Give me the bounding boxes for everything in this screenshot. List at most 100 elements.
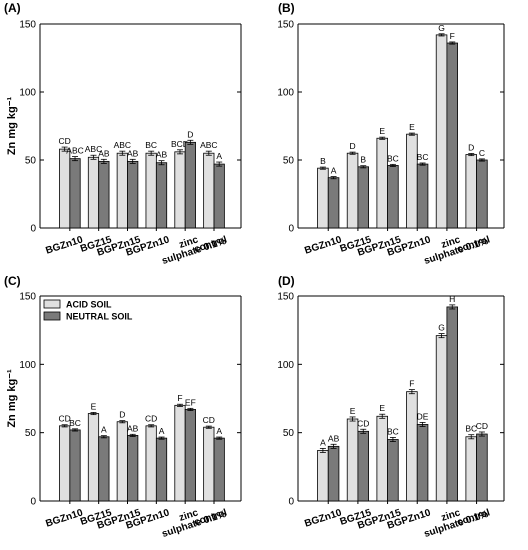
y-tick-label: 150 [19,20,36,31]
significance-label: CD [59,136,71,146]
y-tick-label: 50 [283,156,295,167]
significance-label: BC [145,140,157,150]
bar [69,158,81,229]
bar [174,151,186,229]
y-tick-label: 100 [277,88,294,99]
panel-2: (C)Zn mg kg⁻¹050100150CDBCBGZn10EABGZ15D… [4,274,242,540]
x-tick-label: control [456,507,492,528]
bar [416,163,429,229]
bar [127,434,139,502]
y-tick-label: 100 [19,88,36,99]
significance-label: E [379,403,385,413]
bar [213,163,225,229]
significance-label: AB [98,148,110,158]
bar [87,156,100,229]
significance-label: AB [127,148,139,158]
legend-swatch [43,311,61,321]
significance-label: BC [387,426,399,436]
bar [406,391,418,502]
bar [476,159,488,229]
bar [476,433,488,502]
significance-label: BC [465,424,477,434]
significance-label: CD [203,415,215,425]
significance-label: ABC [85,144,102,154]
significance-label: ABC [200,140,217,150]
significance-label: E [350,406,356,416]
bar [59,148,71,229]
bar [184,141,196,229]
bar [376,137,388,229]
panel-label: (C) [4,274,21,288]
significance-label: AB [328,433,340,443]
y-tick-label: 0 [30,224,36,235]
y-tick-label: 50 [25,156,37,167]
panel-1: (B)050100150BABGZn10DBBGZ15EBCBGPZn15EBC… [277,1,505,267]
bar [406,133,418,229]
y-tick-label: 150 [277,292,294,303]
y-tick-label: 50 [283,428,295,439]
bar [213,437,225,502]
bar [387,165,399,229]
significance-label: E [379,126,385,136]
significance-label: ABC [114,140,131,150]
bar [174,404,186,502]
significance-label: D [187,129,193,139]
legend-swatch [43,299,61,309]
bar [357,430,369,502]
y-tick-label: 100 [277,360,294,371]
bar [435,34,448,229]
bar [116,421,128,502]
bar [116,152,128,229]
y-axis-label: Zn mg kg⁻¹ [6,369,18,428]
significance-label: A [320,437,326,447]
significance-label: A [216,151,222,161]
significance-label: CD [357,418,369,428]
significance-label: ABC [66,146,83,156]
x-tick-label: control [193,507,229,528]
significance-label: AB [127,423,139,433]
y-tick-label: 150 [19,292,36,303]
bar [465,154,477,229]
y-tick-label: 50 [25,428,37,439]
significance-label: AB [156,150,168,160]
bar [435,335,448,502]
significance-label: A [101,425,107,435]
significance-label: CD [59,414,71,424]
bar [127,160,139,229]
significance-label: CD [145,414,157,424]
x-tick-label: BGZn10 [303,507,343,529]
bar [346,418,359,502]
bar [69,429,81,502]
panel-0: (A)Zn mg kg⁻¹050100150CDABCBGZn10ABCABBG… [4,1,242,267]
legend-entry: ACID SOIL [66,300,112,310]
significance-label: DE [417,411,429,421]
x-tick-label: control [456,234,492,255]
significance-label: F [409,379,414,389]
significance-label: A [216,426,222,436]
legend-entry: NEUTRAL SOIL [66,312,133,322]
panel-label: (A) [4,1,21,15]
bar [59,425,71,502]
significance-label: D [349,141,355,151]
bar [98,436,110,502]
y-tick-label: 0 [30,497,36,508]
panel-label: (D) [278,274,295,288]
y-tick-label: 0 [288,497,294,508]
significance-label: BC [417,152,429,162]
x-tick-label: BGZn10 [303,234,343,256]
bar [317,167,329,229]
bar [446,306,458,502]
bar [98,160,110,229]
significance-label: BCD [171,139,189,149]
bar [203,152,215,229]
bar [357,166,369,229]
bar [203,426,215,502]
bar [465,436,477,502]
bar [155,162,168,229]
significance-label: A [331,166,337,176]
significance-label: F [177,393,182,403]
bar [145,152,157,229]
y-tick-label: 100 [19,360,36,371]
